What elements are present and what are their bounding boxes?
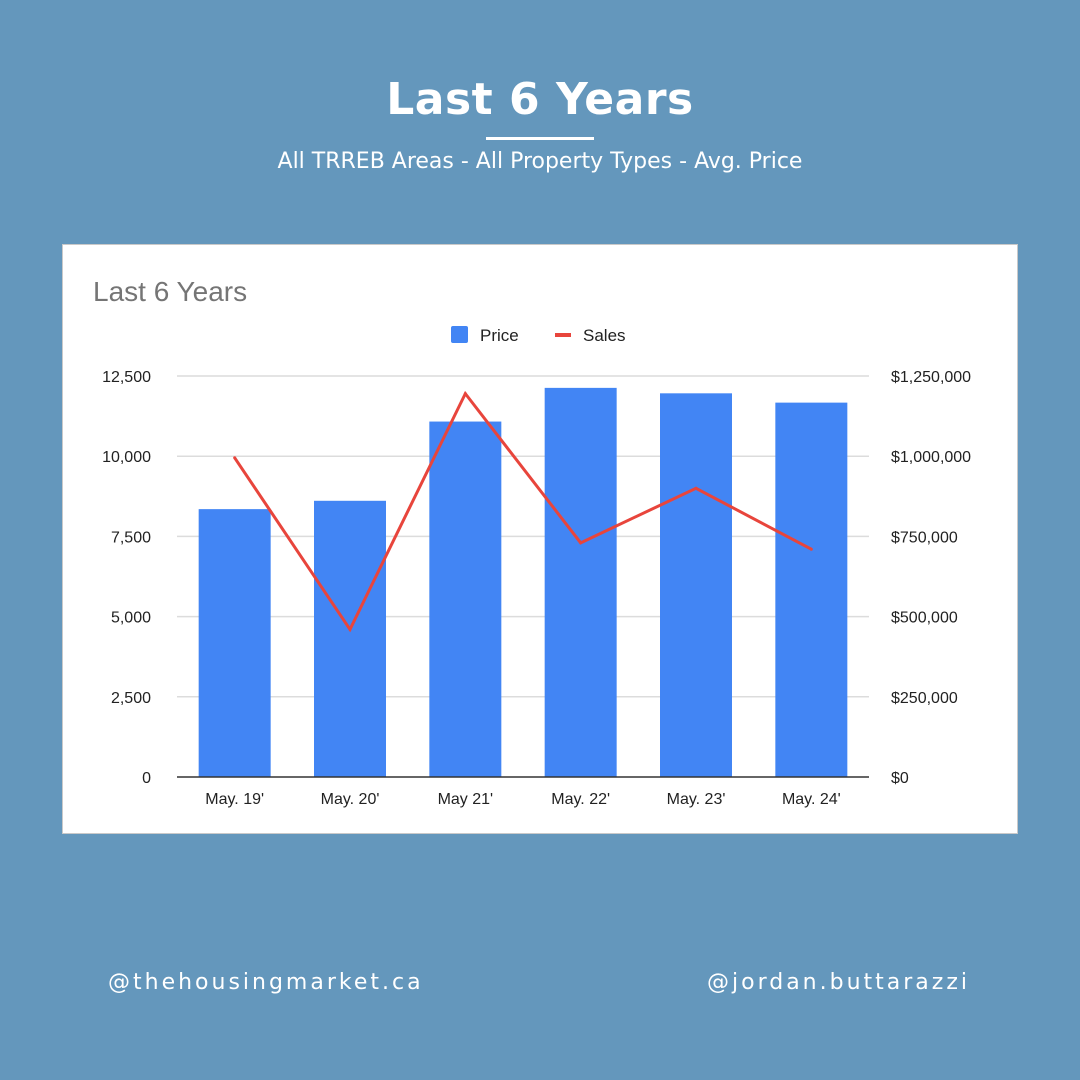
right-axis-tick-label: $1,250,000: [891, 369, 971, 386]
sales-line: [233, 390, 813, 633]
left-axis-tick-label: 12,500: [102, 369, 151, 386]
page-title: Last 6 Years: [386, 74, 694, 125]
sales-point[interactable]: [579, 541, 583, 545]
legend-price-label: Price: [480, 326, 519, 345]
right-axis-tick-label: $0: [891, 770, 909, 787]
right-axis-tick-label: $750,000: [891, 529, 958, 546]
left-axis-tick-label: 0: [142, 770, 151, 787]
grid-lines: [177, 375, 869, 698]
title-divider: [486, 137, 594, 140]
x-axis-tick-label: May. 23': [667, 791, 726, 808]
x-axis-tick-label: May 21': [438, 791, 494, 808]
price-bar[interactable]: [314, 500, 386, 777]
right-axis-tick-label: $1,000,000: [891, 449, 971, 466]
sales-point[interactable]: [348, 627, 352, 631]
left-axis-tick-label: 5,000: [111, 610, 151, 627]
chart-title: Last 6 Years: [93, 276, 247, 307]
price-bar[interactable]: [544, 387, 617, 777]
chart-legend: Price Sales: [451, 326, 626, 345]
price-bar[interactable]: [198, 509, 271, 777]
sales-polyline[interactable]: [233, 390, 813, 633]
sales-point[interactable]: [463, 392, 467, 396]
combo-chart: Last 6 Years Price Sales 0 $0 2,500 $250,00…: [93, 276, 971, 808]
sales-point[interactable]: [694, 486, 698, 490]
legend-sales-label: Sales: [583, 326, 626, 345]
sales-point[interactable]: [809, 547, 813, 551]
left-axis-tick-label: 10,000: [102, 449, 151, 466]
legend-sales-swatch: [555, 333, 571, 337]
page-subtitle: All TRREB Areas - All Property Types - A…: [277, 149, 803, 174]
sales-point[interactable]: [233, 456, 237, 460]
x-axis-tick-label: May. 24': [782, 791, 841, 808]
chart-card: Last 6 Years Price Sales 0 $0 2,500 $250,00…: [62, 244, 1018, 834]
right-axis-tick-label: $250,000: [891, 690, 958, 707]
axes: 0 $0 2,500 $250,000 5,000 $500,000 7,500 $750,0…: [102, 369, 971, 808]
right-axis-tick-label: $500,000: [891, 610, 958, 627]
x-axis-tick-label: May. 22': [551, 791, 610, 808]
legend-price-swatch: [451, 326, 468, 343]
x-axis-tick-label: May. 19': [205, 791, 264, 808]
price-bars: [198, 387, 848, 777]
footer-handle-left[interactable]: @thehousingmarket.ca: [108, 970, 424, 995]
footer-handle-right[interactable]: @jordan.buttarazzi: [707, 970, 970, 995]
price-bar[interactable]: [429, 421, 502, 777]
left-axis-tick-label: 7,500: [111, 529, 151, 546]
x-axis-tick-label: May. 20': [321, 791, 380, 808]
price-bar[interactable]: [775, 402, 848, 777]
left-axis-tick-label: 2,500: [111, 690, 151, 707]
price-bar[interactable]: [660, 393, 732, 777]
